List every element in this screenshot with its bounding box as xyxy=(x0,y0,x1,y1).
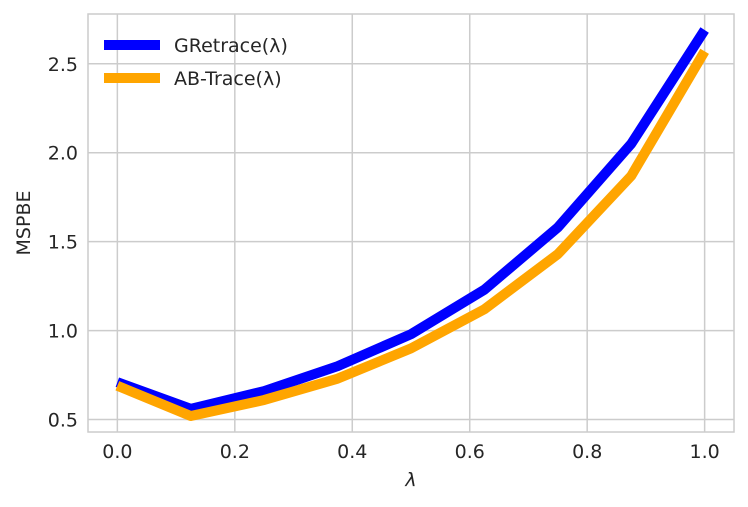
x-tick-label: 1.0 xyxy=(690,441,720,463)
x-tick-label: 0.6 xyxy=(455,441,485,463)
y-axis-label: MSPBE xyxy=(13,191,35,256)
y-tick-label: 1.0 xyxy=(48,321,78,343)
legend: GRetrace(λ) AB-Trace(λ) xyxy=(104,35,288,90)
plot-frame xyxy=(87,13,735,433)
legend-label: GRetrace(λ) xyxy=(174,35,288,57)
x-tick-labels: 0.0 0.2 0.4 0.6 0.8 1.0 xyxy=(102,441,719,463)
legend-label: AB-Trace(λ) xyxy=(174,68,282,90)
x-tick-label: 0.8 xyxy=(572,441,602,463)
y-tick-label: 2.0 xyxy=(48,143,78,165)
x-axis-label: λ xyxy=(404,469,416,491)
y-tick-labels: 0.5 1.0 1.5 2.0 2.5 xyxy=(48,54,78,432)
plot-area xyxy=(88,14,734,432)
series-line-2 xyxy=(115,48,709,421)
series-line-1 xyxy=(115,27,709,414)
y-tick-label: 1.5 xyxy=(48,232,78,254)
x-tick-label: 0.2 xyxy=(220,441,250,463)
x-tick-label: 0.0 xyxy=(102,441,132,463)
y-tick-label: 0.5 xyxy=(48,410,78,432)
y-tick-label: 2.5 xyxy=(48,54,78,76)
x-tick-label: 0.4 xyxy=(337,441,367,463)
series-layer xyxy=(115,27,709,421)
